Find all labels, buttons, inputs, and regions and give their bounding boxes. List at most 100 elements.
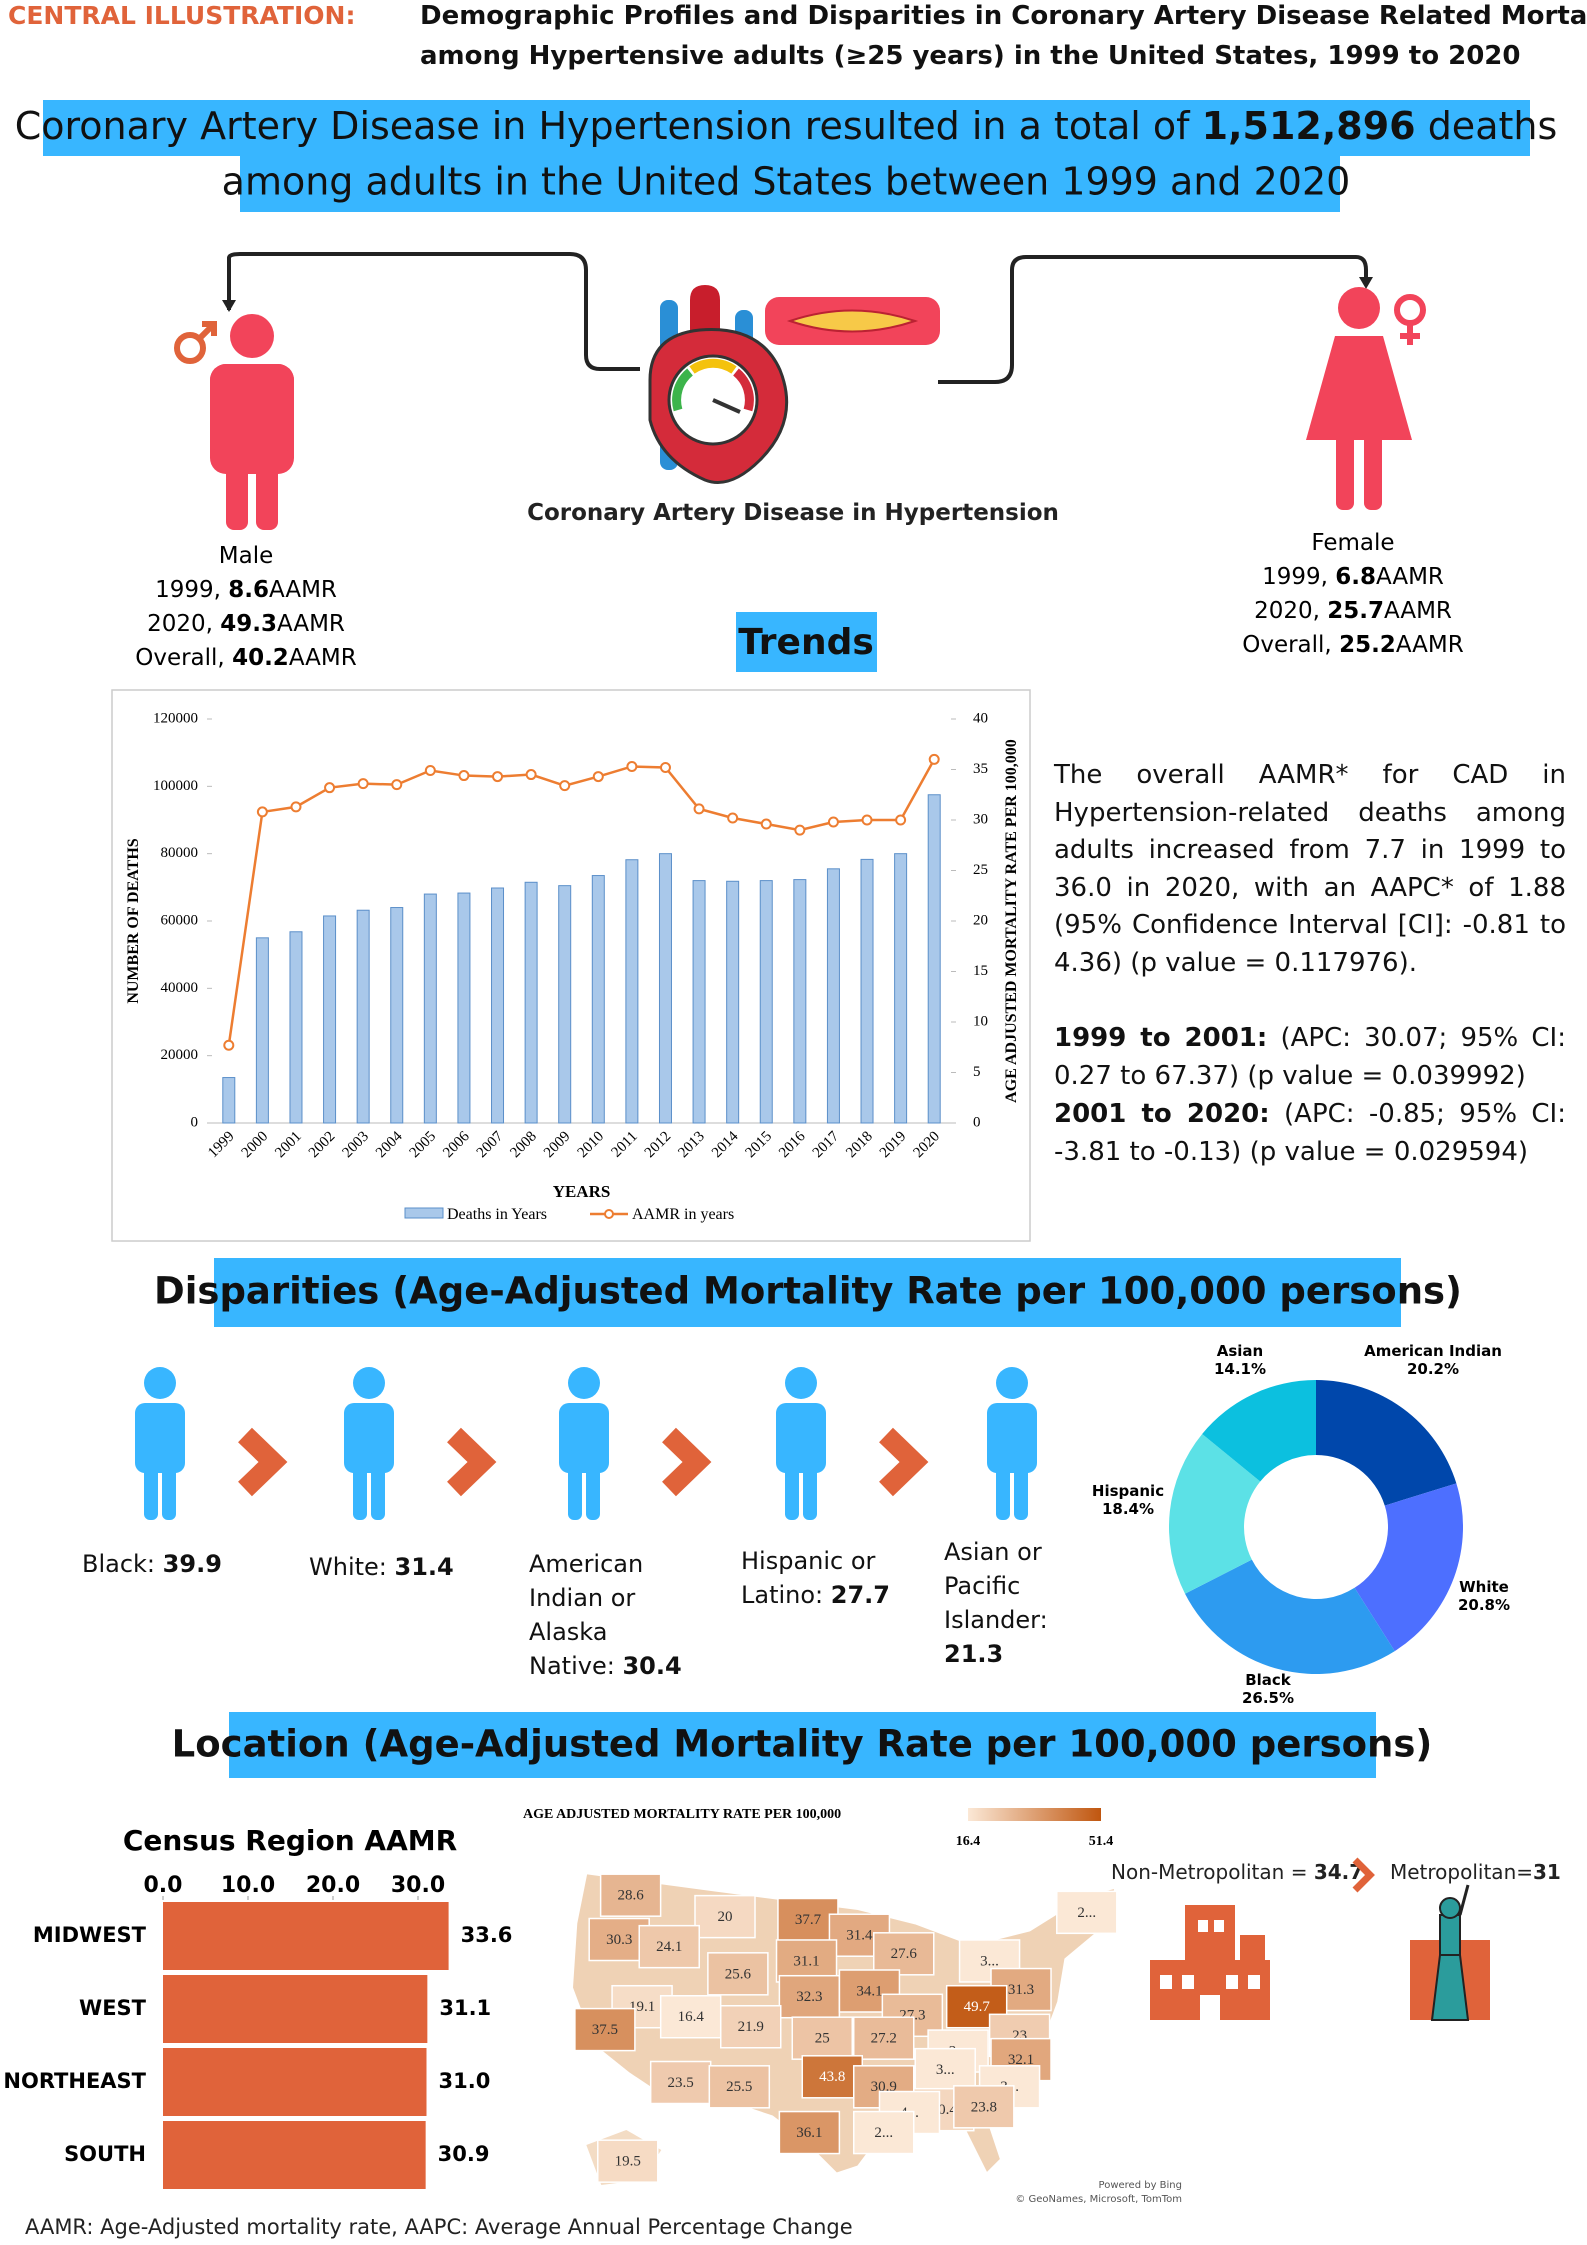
segment-detail: (APC: 30.07; 95% CI: 0.27 to 67.37) (p v… (1054, 1023, 1566, 1091)
bar (927, 794, 941, 1124)
person-head (353, 1367, 385, 1399)
state-region (597, 2139, 659, 2183)
male-icon (210, 314, 294, 530)
gender-stat: Overall, 25.2AAMR (1242, 632, 1464, 658)
arrow (222, 300, 236, 312)
bar (759, 880, 773, 1124)
line-marker (626, 760, 638, 772)
line-marker (827, 816, 839, 828)
donut-slice (1169, 1434, 1261, 1594)
disparity-value: 31.4 (394, 1553, 454, 1581)
trends-text: The overall AAMR* for CAD in Hypertensio… (1054, 760, 1566, 978)
bar (524, 881, 538, 1124)
metro-icon (1410, 1884, 1490, 2021)
person-icon (135, 1367, 185, 1520)
x-axis-title: YEARS (553, 1182, 611, 1201)
line-marker (592, 771, 604, 783)
disparity-group: American Indian or Alaska Native: (529, 1550, 644, 1680)
value-label: 33.6 (461, 1923, 513, 1947)
trends-heading: Trends (738, 622, 874, 663)
metro-text: Non-Metropolitan = 34.7 (1111, 1860, 1363, 1884)
map-credit: © GeoNames, Microsoft, TomTom (1015, 2194, 1182, 2205)
stat-unit: AAMR (1376, 564, 1444, 590)
donut-category: Hispanic (1092, 1482, 1164, 1500)
male-symbol (174, 321, 217, 364)
donut-slice (1354, 1483, 1463, 1652)
donut-value-label: 20.8% (1458, 1596, 1510, 1614)
chevron (238, 1427, 288, 1497)
banner-text: among adults in the United States betwee… (222, 160, 1351, 204)
header-title: among Hypertensive adults (≥25 years) in… (420, 41, 1520, 71)
gender-stat: 1999, 8.6AAMR (155, 577, 337, 603)
state-region (873, 1932, 935, 1976)
bar (457, 892, 471, 1124)
line-marker (928, 753, 940, 765)
person-head (568, 1367, 600, 1399)
gender-stat: 2020, 49.3AAMR (147, 611, 345, 637)
gender-stat: 2020, 25.7AAMR (1254, 598, 1452, 624)
connector (938, 255, 1368, 384)
legend-label: Deaths in Years (447, 1206, 547, 1223)
stat-year: 1999, (155, 577, 221, 603)
stat-value: 8.6 (228, 577, 269, 603)
y-tick-label: 120000 (153, 710, 198, 726)
person-icon (987, 1367, 1037, 1520)
legend-swatch (404, 1207, 444, 1219)
metro-text: Metropolitan=31 (1390, 1860, 1561, 1884)
bar (163, 2048, 427, 2116)
metro-label: Metropolitan= (1390, 1860, 1533, 1884)
x-tick-label: 30.0 (391, 1873, 445, 1898)
person-leg (371, 1450, 385, 1520)
person-body (776, 1403, 826, 1473)
disparity-value: 39.9 (162, 1550, 222, 1578)
state-region (574, 2007, 636, 2052)
line-marker (492, 771, 504, 783)
gender-label: Female (1311, 530, 1394, 556)
donut-value-label: 26.5% (1242, 1689, 1294, 1707)
state-value: 31.3 (1008, 1982, 1034, 1998)
trends-segment: 2001 to 2020: (APC: -0.85; 95% CI: -3.81… (1054, 1096, 1566, 1171)
bar (163, 1975, 428, 2043)
value-label: 31.0 (439, 2069, 491, 2093)
female-icon (1306, 287, 1412, 510)
disparity-label: Black: 39.9 (82, 1547, 252, 1581)
chevron (447, 1427, 497, 1497)
chevron (879, 1427, 929, 1497)
state-value: 27.6 (891, 1946, 918, 1962)
stat-year: 1999, (1262, 564, 1328, 590)
y-tick-label: 20000 (161, 1047, 199, 1063)
bar (558, 885, 572, 1124)
state-value: 27.2 (871, 2031, 897, 2047)
disparity-value: 21.3 (944, 1640, 1004, 1668)
stat-year: 2020, (1254, 598, 1320, 624)
state-value: 20 (718, 1909, 733, 1925)
y2-tick-label: 15 (973, 963, 988, 979)
x-tick-label: 10.0 (221, 1873, 275, 1898)
y2-tick-label: 30 (973, 811, 988, 827)
value-label: 31.1 (439, 1996, 491, 2020)
female-symbol (1394, 294, 1426, 345)
state-region (777, 1897, 839, 1942)
y2-tick-label: 40 (973, 710, 988, 726)
donut-slice (1202, 1380, 1316, 1482)
line-marker (357, 778, 369, 790)
bar (658, 853, 672, 1124)
y2-tick-label: 25 (973, 862, 988, 878)
gender-label: Male (219, 543, 273, 569)
nonmetro-icon (1150, 1905, 1270, 2020)
state-region (707, 1952, 769, 1996)
y2-tick-label: 35 (973, 761, 988, 777)
y-tick-label: 40000 (161, 980, 199, 996)
category-label: SOUTH (64, 2142, 146, 2166)
state-region (828, 1913, 891, 1957)
state-value: 2... (1077, 1905, 1096, 1921)
state-value: 16.4 (678, 2009, 705, 2025)
stat-year: Overall, (135, 645, 225, 671)
disparity-group: Asian or Pacific Islander: (944, 1538, 1048, 1634)
bar (625, 859, 639, 1124)
state-value: 23.5 (668, 2075, 694, 2091)
bar (860, 858, 874, 1124)
state-region (778, 2110, 841, 2155)
state-value: 19.5 (615, 2154, 641, 2170)
heart-illustration (648, 285, 940, 484)
